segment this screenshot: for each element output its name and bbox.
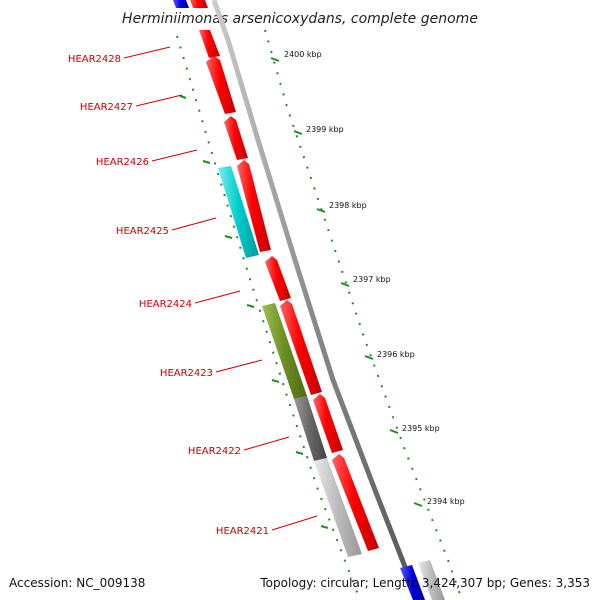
genome-summary-text: Topology: circular; Length: 3,424,307 bp…: [259, 576, 590, 590]
map-title: Herminiimonas arsenicoxydans, complete g…: [122, 11, 478, 27]
tick-label: 2400 kbp: [284, 50, 322, 59]
tick-label: 2394 kbp: [427, 497, 465, 506]
tick-label: 2395 kbp: [402, 424, 440, 433]
gene-feature-dark-gray[interactable]: [294, 396, 327, 461]
tick-labels: 2400 kbp 2399 kbp 2398 kbp 2397 kbp 2396…: [284, 50, 465, 506]
cds-features: [199, 30, 379, 551]
gene-label-hear2426[interactable]: HEAR2426: [96, 157, 149, 168]
gene-feature-bottom-gray[interactable]: [418, 560, 445, 600]
gene-label-hear2425[interactable]: HEAR2425: [116, 226, 169, 237]
gene-feature-top-blue[interactable]: [173, 0, 189, 8]
tick-label: 2396 kbp: [377, 350, 415, 359]
cds-arrow[interactable]: [332, 454, 379, 551]
gene-label-hear2421[interactable]: HEAR2421: [216, 526, 269, 537]
cds-arrow[interactable]: [199, 30, 220, 58]
inner-major-ticks: [179, 95, 329, 529]
gene-feature-bottom-blue[interactable]: [400, 565, 425, 600]
gene-label-hear2424[interactable]: HEAR2424: [139, 299, 192, 310]
gene-label-hear2423[interactable]: HEAR2423: [160, 368, 213, 379]
gene-label-hear2427[interactable]: HEAR2427: [80, 102, 133, 113]
gene-feature-top-red[interactable]: [190, 0, 208, 8]
cds-arrow[interactable]: [313, 394, 343, 453]
tick-label: 2397 kbp: [353, 275, 391, 284]
tick-label: 2398 kbp: [329, 201, 367, 210]
gene-feature-olive[interactable]: [262, 303, 307, 399]
gene-label-hear2422[interactable]: HEAR2422: [188, 446, 241, 457]
cds-arrow[interactable]: [206, 56, 236, 114]
accession-text: Accession: NC_009138: [9, 576, 145, 590]
tick-label: 2399 kbp: [306, 125, 344, 134]
gene-labels: HEAR2428 HEAR2427 HEAR2426 HEAR2425 HEAR…: [68, 54, 269, 537]
gene-label-hear2428[interactable]: HEAR2428: [68, 54, 121, 65]
genome-backbone: [211, 0, 421, 600]
inner-tick-track: [176, 35, 361, 600]
cds-arrow[interactable]: [237, 160, 271, 252]
cds-arrow[interactable]: [280, 300, 322, 395]
outer-major-ticks: [270, 57, 423, 507]
gene-feature-light-gray[interactable]: [314, 458, 362, 557]
cds-arrow[interactable]: [265, 256, 291, 301]
gene-label-leaders: [123, 46, 318, 531]
cds-arrow[interactable]: [224, 116, 248, 160]
gene-feature-cyan[interactable]: [218, 166, 259, 258]
